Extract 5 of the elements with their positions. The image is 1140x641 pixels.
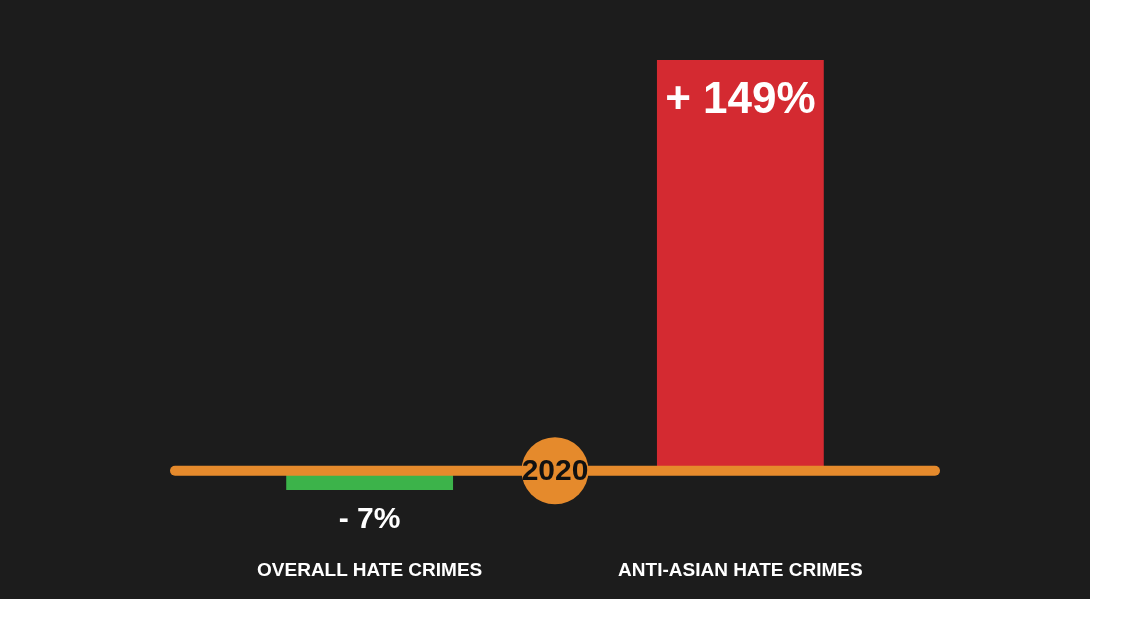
x-tick-label: ANTI-ASIAN HATE CRIMES	[618, 558, 863, 580]
annotation: 2020	[521, 452, 589, 486]
data-label: + 149%	[665, 73, 816, 122]
data-label: - 7%	[338, 501, 401, 534]
x-tick-label: OVERALL HATE CRIMES	[257, 558, 483, 580]
